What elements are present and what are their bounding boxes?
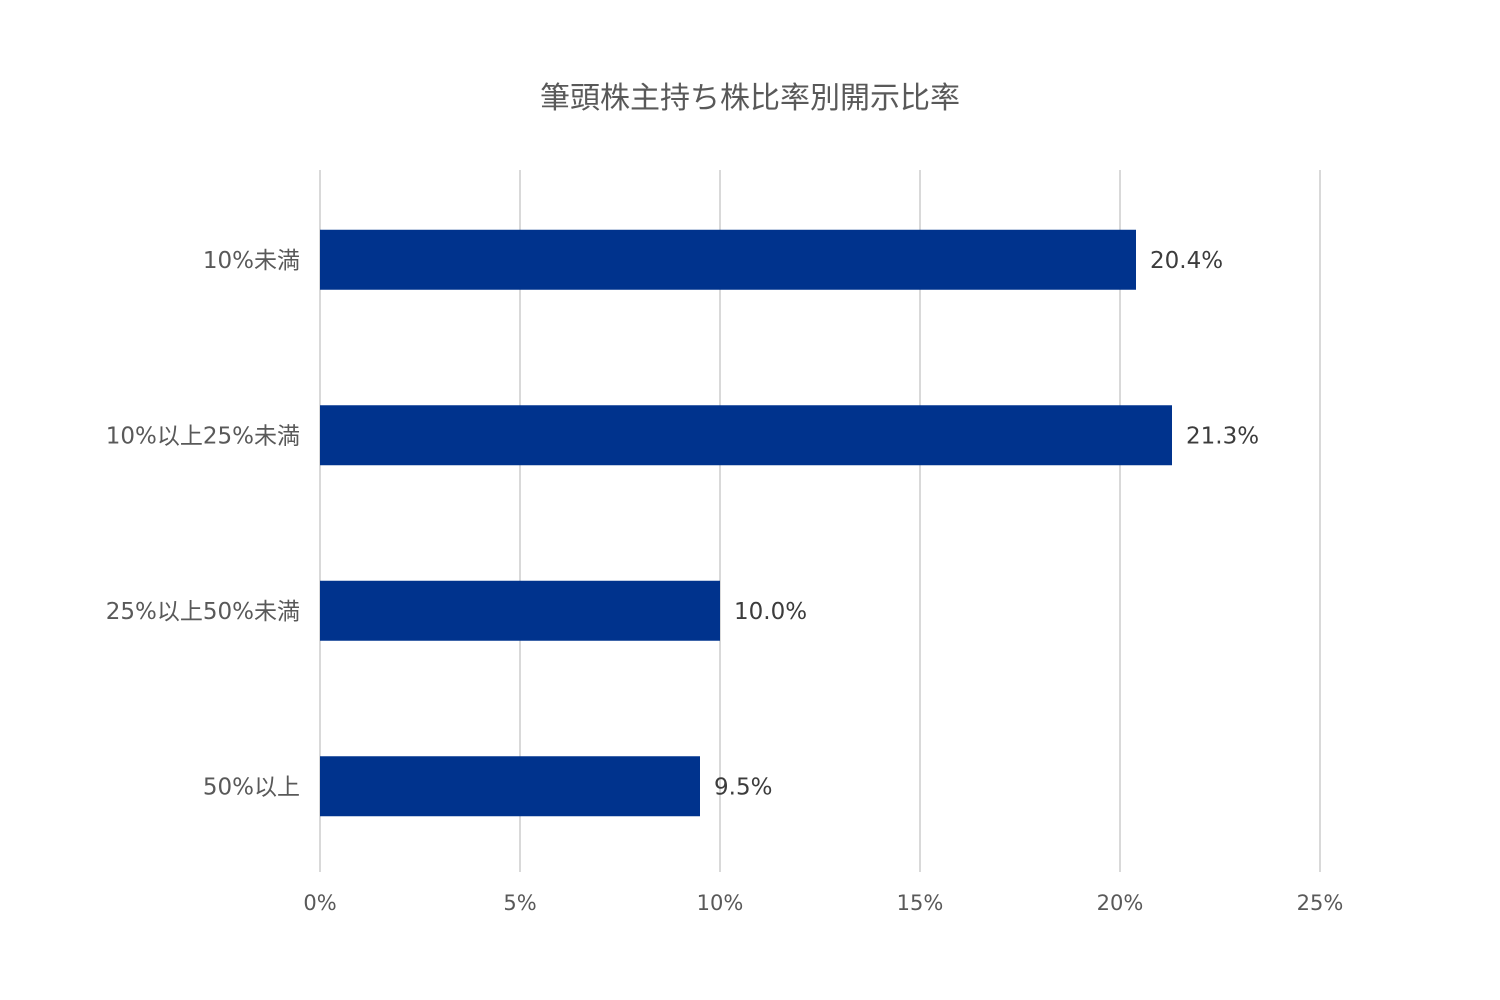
chart-title: 筆頭株主持ち株比率別開示比率: [540, 81, 960, 116]
data-label: 9.5%: [714, 774, 772, 800]
data-label: 20.4%: [1150, 248, 1223, 274]
x-tick-label: 0%: [303, 891, 336, 915]
x-axis-ticks: 0% 5% 10% 15% 20% 25%: [303, 891, 1343, 915]
data-labels: 20.4% 21.3% 10.0% 9.5%: [714, 248, 1259, 801]
bar: [320, 756, 700, 817]
bar: [320, 405, 1172, 466]
bar: [320, 229, 1136, 290]
data-label: 21.3%: [1186, 423, 1259, 449]
category-label: 10%以上25%未満: [106, 423, 300, 449]
category-label: 50%以上: [203, 774, 300, 800]
x-tick-label: 15%: [897, 891, 944, 915]
category-label: 10%未満: [203, 248, 300, 274]
x-tick-label: 20%: [1097, 891, 1144, 915]
data-label: 10.0%: [734, 599, 807, 625]
x-tick-label: 25%: [1297, 891, 1344, 915]
x-tick-label: 10%: [697, 891, 744, 915]
category-labels: 10%未満 10%以上25%未満 25%以上50%未満 50%以上: [106, 248, 300, 801]
bar: [320, 580, 720, 641]
category-label: 25%以上50%未満: [106, 599, 300, 625]
x-tick-label: 5%: [503, 891, 536, 915]
bars: [320, 229, 1172, 817]
